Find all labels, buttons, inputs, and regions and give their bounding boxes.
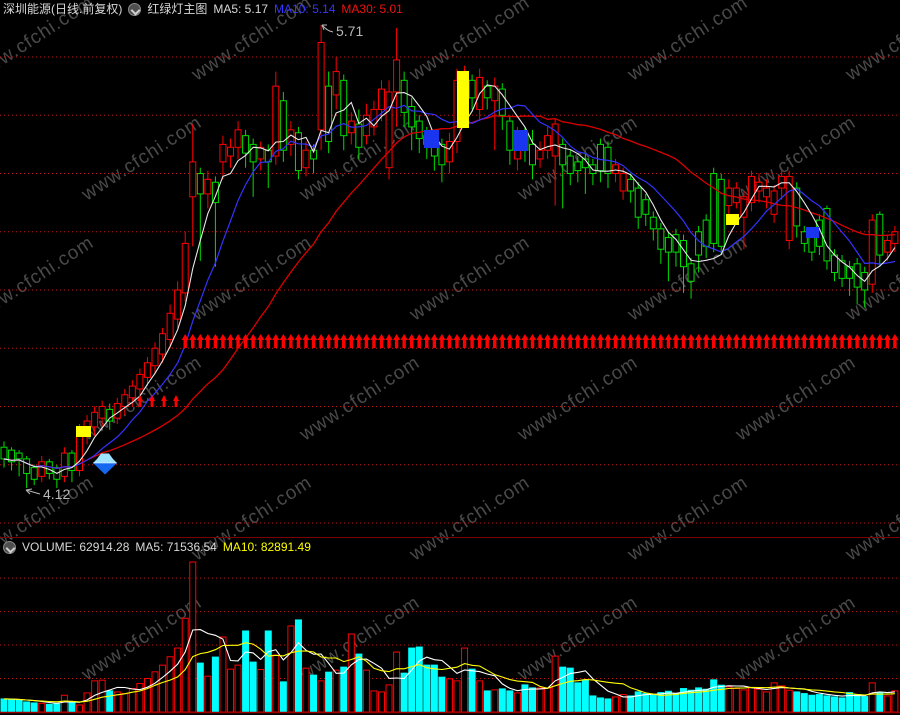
ma30-value-label: MA30: 5.01	[341, 2, 403, 16]
volume-ma10-label: MA10: 82891.49	[222, 540, 311, 554]
candles-layer	[0, 25, 899, 489]
yellow-light-marker	[726, 214, 739, 225]
yellow-light-marker	[76, 426, 91, 437]
stock-title: 深圳能源(日线.前复权)	[3, 2, 123, 16]
ma5-value-label: MA5: 5.17	[213, 2, 269, 16]
volume-ma5-label: MA5: 71536.54	[135, 540, 217, 554]
low-price-annotation: 4.12	[43, 486, 70, 502]
chevron-down-circle-icon[interactable]	[3, 541, 16, 554]
annotations-layer: 5.71 4.12	[25, 23, 363, 502]
volume-panel-header: VOLUME: 62914.28 MA5: 71536.54 MA10: 828…	[3, 540, 311, 555]
blue-light-marker	[424, 130, 439, 148]
yellow-light-marker	[457, 71, 469, 128]
chevron-down-circle-icon[interactable]	[128, 3, 142, 16]
diamond-icon	[93, 463, 117, 475]
main-chart-header: 深圳能源(日线.前复权) 红绿灯主图 MA5: 5.17 MA10: 5.14 …	[3, 2, 403, 17]
volume-value-label: VOLUME: 62914.28	[22, 540, 130, 554]
panel-borders-layer	[0, 537, 900, 714]
ma10-value-label: MA10: 5.14	[274, 2, 336, 16]
signal-arrows-layer	[137, 334, 899, 407]
signal-lights-layer	[76, 71, 819, 437]
diamond-marker-layer	[93, 453, 117, 475]
blue-light-marker	[513, 130, 528, 151]
indicator-name[interactable]: 红绿灯主图	[147, 2, 208, 16]
high-price-annotation: 5.71	[336, 23, 363, 39]
volume-ma-layer	[3, 629, 895, 704]
volume-bars-layer	[0, 561, 899, 713]
ma-lines-layer	[3, 84, 896, 475]
blue-light-marker	[806, 227, 819, 238]
diamond-icon	[93, 453, 117, 463]
